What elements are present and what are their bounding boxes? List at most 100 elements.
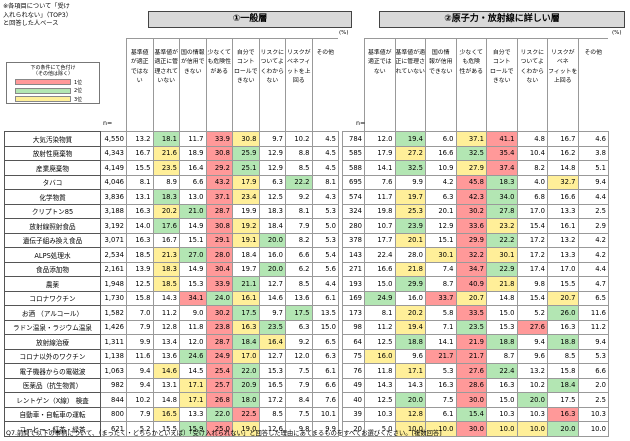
row-label: 化学物質 — [4, 189, 101, 205]
value-cell: 10.2 — [126, 392, 154, 408]
value-cell: 30.8 — [205, 218, 233, 234]
value-cell: 16.4 — [179, 160, 207, 176]
value-cell: 23.9 — [394, 218, 426, 234]
sample-size: 98 — [342, 319, 365, 335]
sample-size: 588 — [342, 160, 365, 176]
value-cell: 18.4 — [232, 334, 260, 350]
value-cell: 13.6 — [285, 290, 313, 306]
value-cell: 8.1 — [126, 174, 154, 190]
value-cell: 20.0 — [258, 232, 286, 248]
value-cell: 6.8 — [516, 189, 548, 205]
value-cell: 5.3 — [311, 203, 339, 219]
n-label-left: n= — [103, 120, 113, 127]
value-cell: 17.1 — [179, 377, 207, 393]
value-cell: 42.3 — [455, 189, 487, 205]
value-cell: 19.7 — [232, 261, 260, 277]
value-cell: 12.7 — [258, 276, 286, 292]
table-row: コロナワクチン 1,730 15.8 14.3 34.1 24.0 16.1 14.6 13.6… — [4, 290, 609, 306]
value-cell: 2.9 — [577, 218, 609, 234]
value-cell: 19.4 — [394, 131, 426, 147]
value-cell: 6.3 — [425, 189, 457, 205]
value-cell: 15.0 — [364, 276, 396, 292]
value-cell: 6.5 — [577, 290, 609, 306]
color-legend: 下の条件にて色付け （その他は除く） 1位 2位 3位 — [6, 62, 100, 104]
value-cell: 16.0 — [394, 290, 426, 306]
value-cell: 37.1 — [205, 189, 233, 205]
column-header: 国の情 報が信用 できない — [425, 38, 456, 131]
value-cell: 12.0 — [179, 334, 207, 350]
value-cell: 11.2 — [364, 319, 396, 335]
value-cell: 12.5 — [126, 276, 154, 292]
value-cell: 19.9 — [232, 203, 260, 219]
value-cell: 29.9 — [455, 232, 487, 248]
row-label: 放射線治療 — [4, 334, 101, 350]
value-cell: 25.3 — [394, 203, 426, 219]
value-cell: 25.9 — [232, 145, 260, 161]
value-cell: 35.4 — [486, 145, 518, 161]
value-cell: 17.0 — [516, 203, 548, 219]
column-header: リスクに ついてよ くわから ない — [258, 38, 285, 131]
column-header: 自分で コント ロールで きない — [232, 38, 259, 131]
sample-size: 40 — [342, 392, 365, 408]
value-cell: 30.8 — [205, 145, 233, 161]
legend-label: 2位 — [74, 88, 83, 95]
value-cell: 9.9 — [394, 174, 426, 190]
value-cell: 25.1 — [232, 160, 260, 176]
value-cell: 16.1 — [547, 218, 579, 234]
sample-size: 2,161 — [100, 261, 127, 277]
value-cell: 7.9 — [285, 377, 313, 393]
table-row: 放射線照射食品 3,192 14.0 17.6 14.9 30.8 19.2 18.4 7.9 5… — [4, 218, 609, 234]
value-cell: 19.7 — [394, 189, 426, 205]
value-cell: 20.1 — [394, 232, 426, 248]
value-cell: 18.1 — [152, 131, 180, 147]
value-cell: 21.9 — [455, 334, 487, 350]
value-cell: 19.8 — [364, 203, 396, 219]
value-cell: 33.6 — [455, 218, 487, 234]
value-cell: 20.7 — [547, 290, 579, 306]
value-cell: 17.1 — [179, 392, 207, 408]
sample-size: 1,311 — [100, 334, 127, 350]
value-cell: 15.0 — [311, 319, 339, 335]
value-cell: 15.0 — [486, 305, 518, 321]
value-cell: 6.3 — [258, 174, 286, 190]
legend-swatch — [15, 79, 71, 86]
table-row: 放射性廃棄物 4,343 16.7 21.6 18.9 30.8 25.9 12.9 8.8 4.… — [4, 145, 609, 161]
row-label: 放射性廃棄物 — [4, 145, 101, 161]
sample-size: 574 — [342, 189, 365, 205]
value-cell: 15.9 — [179, 421, 207, 437]
value-cell: 15.4 — [455, 406, 487, 422]
value-cell: 8.5 — [285, 160, 313, 176]
value-cell: 15.8 — [547, 363, 579, 379]
row-label: 食品添加物 — [4, 261, 101, 277]
value-cell: 13.0 — [179, 189, 207, 205]
value-cell: 22.0 — [232, 363, 260, 379]
value-cell: 23.4 — [232, 189, 260, 205]
value-cell: 8.4 — [285, 392, 313, 408]
value-cell: 30.4 — [205, 261, 233, 277]
value-cell: 20.0 — [547, 421, 579, 437]
row-label: 農薬 — [4, 276, 101, 292]
value-cell: 11.8 — [179, 319, 207, 335]
value-cell: 40.9 — [455, 276, 487, 292]
value-cell: 8.1 — [285, 203, 313, 219]
value-cell: 11.6 — [126, 348, 154, 364]
table-row: 放射線治療 1,311 9.9 13.4 12.0 28.7 18.4 16.4 9.2 6.5 6… — [4, 334, 609, 350]
legend-item-1: 1位 — [15, 79, 99, 86]
value-cell: 7.1 — [425, 319, 457, 335]
value-cell: 23.2 — [486, 218, 518, 234]
table-row: 産業廃棄物 4,149 15.5 23.5 16.4 29.2 25.1 12.9 8.5 4.5… — [4, 160, 609, 176]
value-cell: 5.0 — [311, 218, 339, 234]
value-cell: 21.8 — [486, 276, 518, 292]
value-cell: 6.6 — [311, 377, 339, 393]
sample-size: 39 — [342, 406, 365, 422]
value-cell: 18.4 — [547, 377, 579, 393]
value-cell: 4.6 — [577, 131, 609, 147]
value-cell: 23.8 — [205, 319, 233, 335]
value-cell: 14.5 — [179, 363, 207, 379]
table-row: タバコ 4,046 8.1 8.9 6.6 43.2 17.9 6.3 22.2 8.1 695 7.… — [4, 174, 609, 190]
value-cell: 15.5 — [126, 160, 154, 176]
value-cell: 5.6 — [311, 261, 339, 277]
sample-size: 75 — [342, 348, 365, 364]
value-cell: 17.2 — [258, 392, 286, 408]
table-row: ALPS処理水 2,534 18.5 21.3 27.0 28.0 18.4 16.0 6.6 5… — [4, 247, 609, 263]
